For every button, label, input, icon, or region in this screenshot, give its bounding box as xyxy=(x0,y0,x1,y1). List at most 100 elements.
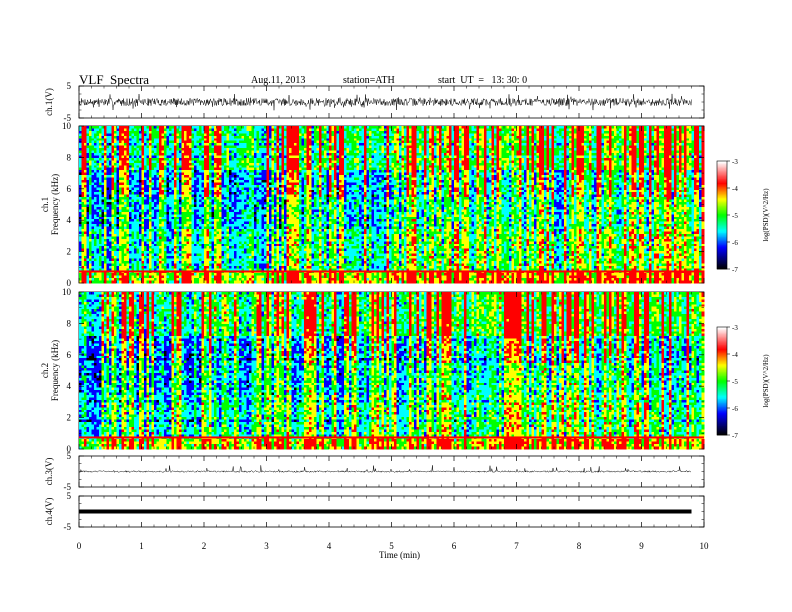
spectrogram-cell xyxy=(97,151,100,154)
spectrogram-cell xyxy=(87,175,90,178)
spectrogram-cell xyxy=(89,192,92,195)
spectrogram-cell xyxy=(99,209,102,212)
spectrogram-cell xyxy=(87,200,90,203)
spectrogram-cell xyxy=(79,244,82,247)
spectrogram-cell xyxy=(79,182,82,185)
spectrogram-cell xyxy=(89,266,92,269)
spectrogram-cell xyxy=(87,133,90,136)
spectrogram-cell xyxy=(99,202,102,205)
spectrogram-cell xyxy=(87,251,90,254)
spectrogram-cell xyxy=(87,258,90,261)
spectrogram-cell xyxy=(87,128,90,131)
spectrogram-cell xyxy=(87,170,90,173)
spectrogram-cell xyxy=(84,148,87,151)
spectrogram-cell xyxy=(87,136,90,139)
spectrogram-cell xyxy=(82,133,85,136)
spectrogram-cell xyxy=(97,251,100,254)
spectrogram-cell xyxy=(92,158,95,161)
spectrogram-cell xyxy=(97,246,100,249)
spectrogram-cell xyxy=(94,261,97,264)
spectrogram-cell xyxy=(97,273,100,276)
spectrogram-cell xyxy=(94,251,97,254)
spectrogram-cell xyxy=(84,234,87,237)
spectrogram-cell xyxy=(94,219,97,222)
spectrogram-cell xyxy=(87,219,90,222)
spectrogram-cell xyxy=(92,263,95,266)
spectrogram-cell xyxy=(84,227,87,230)
spectrogram-cell xyxy=(92,278,95,281)
spectrogram-cell xyxy=(94,276,97,279)
spectrogram-cell xyxy=(92,273,95,276)
spectrogram-cell xyxy=(87,276,90,279)
spectrogram-cell xyxy=(97,281,100,284)
spectrogram-cell xyxy=(97,214,100,217)
spectrogram-cell xyxy=(92,254,95,257)
spectrogram-cell xyxy=(82,273,85,276)
spectrogram-cell xyxy=(97,224,100,227)
spectrogram-cell xyxy=(92,202,95,205)
spectrogram-cell xyxy=(99,133,102,136)
spectrogram-cell xyxy=(87,148,90,151)
spectrogram-cell xyxy=(97,212,100,215)
spectrogram-cell xyxy=(84,163,87,166)
spectrogram-cell xyxy=(82,263,85,266)
spectrogram-cell xyxy=(99,251,102,254)
spectrogram-cell xyxy=(87,263,90,266)
spectrogram-cell xyxy=(99,143,102,146)
spectrogram-cell xyxy=(94,258,97,261)
spectrogram-cell xyxy=(79,160,82,163)
spectrogram-cell xyxy=(84,170,87,173)
spectrogram-cell xyxy=(94,178,97,181)
spectrogram-cell xyxy=(79,224,82,227)
spectrogram-cell xyxy=(94,138,97,141)
spectrogram-cell xyxy=(94,175,97,178)
spectrogram-cell xyxy=(79,192,82,195)
spectrogram-cell xyxy=(92,219,95,222)
spectrogram-cell xyxy=(89,190,92,193)
spectrogram-cell xyxy=(84,200,87,203)
spectrogram-cell xyxy=(89,165,92,168)
spectrogram-cell xyxy=(97,209,100,212)
spectrogram-cell xyxy=(79,153,82,156)
spectrogram-cell xyxy=(94,160,97,163)
spectrogram-cell xyxy=(97,231,100,234)
spectrogram-cell xyxy=(82,212,85,215)
spectrogram-cell xyxy=(79,212,82,215)
spectrogram-cell xyxy=(97,148,100,151)
spectrogram-cell xyxy=(97,126,100,129)
spectrogram-cell xyxy=(94,266,97,269)
spectrogram-cell xyxy=(84,160,87,163)
spectrogram-cell xyxy=(89,217,92,220)
spectrogram-cell xyxy=(94,241,97,244)
spectrogram-cell xyxy=(92,153,95,156)
spectrogram-cell xyxy=(82,202,85,205)
spectrogram-cell xyxy=(89,182,92,185)
spectrogram-cell xyxy=(94,153,97,156)
spectrogram-cell xyxy=(84,239,87,242)
spectrogram-cell xyxy=(84,273,87,276)
spectrogram-cell xyxy=(94,195,97,198)
spectrogram-cell xyxy=(92,180,95,183)
spectrogram-cell xyxy=(99,178,102,181)
spectrogram-cell xyxy=(92,165,95,168)
spectrogram-cell xyxy=(89,202,92,205)
spectrogram-cell xyxy=(94,278,97,281)
spectrogram-cell xyxy=(94,170,97,173)
spectrogram-cell xyxy=(97,131,100,134)
spectrogram-cell xyxy=(92,136,95,139)
spectrogram-cell xyxy=(84,219,87,222)
spectrogram-cell xyxy=(97,163,100,166)
spectrogram-cell xyxy=(84,190,87,193)
ch1-waveform-trace xyxy=(79,94,692,110)
spectrogram-cell xyxy=(94,168,97,171)
spectrogram-cell xyxy=(99,261,102,264)
spectrogram-cell xyxy=(82,246,85,249)
spectrogram-cell xyxy=(97,241,100,244)
spectrogram-cell xyxy=(92,170,95,173)
spectrogram-cell xyxy=(79,273,82,276)
spectrogram-cell xyxy=(89,146,92,149)
spectrogram-cell xyxy=(87,163,90,166)
spectrogram-cell xyxy=(82,200,85,203)
spectrogram-cell xyxy=(82,229,85,232)
spectrogram-cell xyxy=(87,158,90,161)
